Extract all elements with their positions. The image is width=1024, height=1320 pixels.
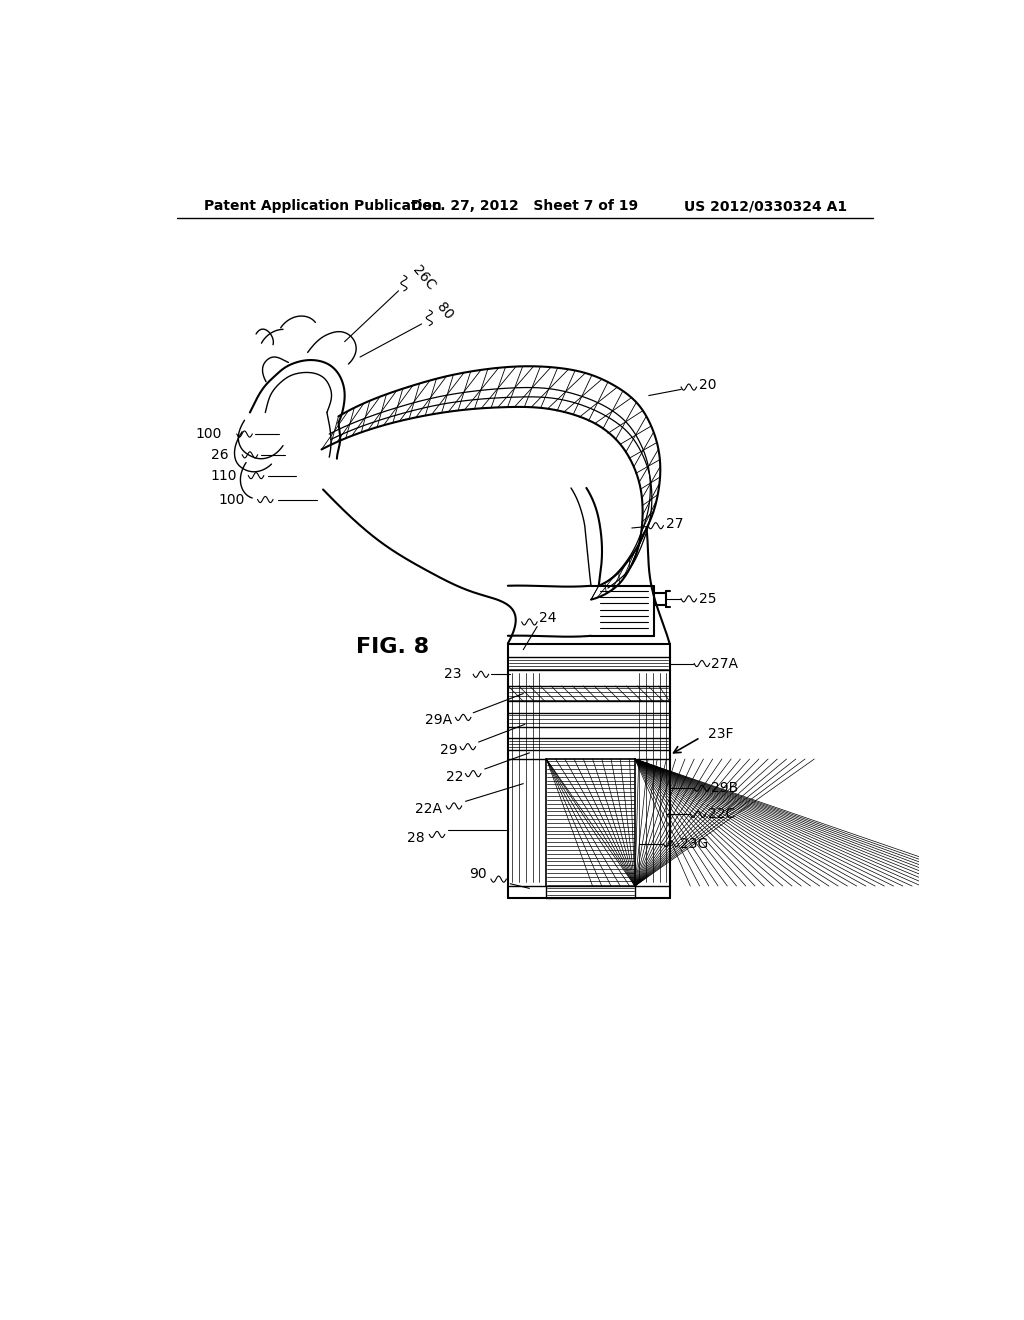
- Text: 23F: 23F: [708, 727, 733, 742]
- Text: 27A: 27A: [711, 656, 738, 671]
- Text: 100: 100: [195, 428, 221, 441]
- Text: 28: 28: [408, 830, 425, 845]
- Text: 25: 25: [698, 591, 717, 606]
- Text: 24: 24: [539, 611, 556, 626]
- Text: 29A: 29A: [425, 714, 453, 727]
- Text: Dec. 27, 2012   Sheet 7 of 19: Dec. 27, 2012 Sheet 7 of 19: [412, 199, 638, 213]
- Text: 23: 23: [444, 668, 462, 681]
- Text: 110: 110: [210, 469, 237, 483]
- Text: 27: 27: [666, 517, 683, 531]
- Text: 23G: 23G: [680, 837, 709, 850]
- Text: FIG. 8: FIG. 8: [355, 638, 429, 657]
- Text: 100: 100: [218, 492, 245, 507]
- Text: 22C: 22C: [708, 808, 735, 821]
- Text: US 2012/0330324 A1: US 2012/0330324 A1: [684, 199, 847, 213]
- Text: 26: 26: [212, 447, 229, 462]
- Text: 80: 80: [434, 300, 456, 322]
- Text: 22A: 22A: [416, 803, 442, 816]
- Text: 22: 22: [445, 770, 463, 784]
- Text: 26C: 26C: [410, 263, 438, 293]
- Text: 29B: 29B: [711, 781, 738, 795]
- Text: 20: 20: [698, 378, 717, 392]
- Text: 29: 29: [440, 743, 458, 756]
- Text: Patent Application Publication: Patent Application Publication: [204, 199, 441, 213]
- Text: 90: 90: [469, 867, 486, 882]
